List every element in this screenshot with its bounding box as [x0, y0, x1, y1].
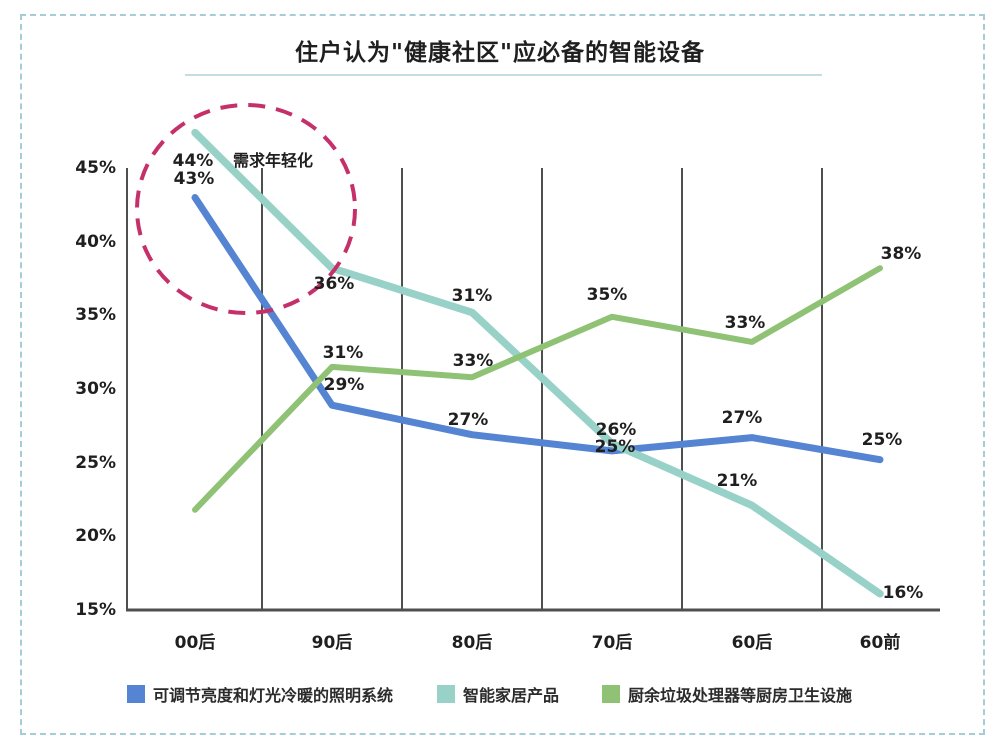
legend-item-smart-home: 智能家居产品: [437, 684, 560, 705]
annotation-ellipse: [135, 103, 357, 315]
y-tick-label: 15%: [75, 600, 116, 620]
data-label: 25%: [594, 436, 636, 457]
y-tick-label: 40%: [75, 231, 116, 252]
legend-item-kitchen: 厨余垃圾处理器等厨房卫生设施: [602, 684, 853, 705]
data-label: 25%: [861, 429, 903, 450]
data-label: 29%: [323, 375, 365, 396]
x-tick-label: 60前: [859, 633, 901, 653]
data-label: 44%: [172, 150, 214, 171]
series-line-1: [191, 128, 884, 598]
x-tick-label: 60后: [731, 633, 773, 653]
data-label: 33%: [724, 312, 766, 333]
annotation-text: 需求年轻化: [233, 151, 314, 170]
data-label: 35%: [586, 284, 628, 305]
y-tick-label: 45%: [75, 158, 116, 178]
data-label: 38%: [880, 244, 922, 265]
legend-item-lighting: 可调节亮度和灯光冷暖的照明系统: [127, 684, 394, 705]
data-label: 31%: [322, 342, 364, 363]
legend-swatch-blue: [127, 685, 145, 703]
series-line-2: [192, 265, 883, 513]
title-underline: [185, 74, 822, 76]
x-tick-label: 00后: [174, 633, 216, 653]
data-label: 27%: [721, 407, 763, 428]
y-tick-label: 20%: [75, 526, 116, 547]
legend: 可调节亮度和灯光冷暖的照明系统 智能家居产品 厨余垃圾处理器等厨房卫生设施: [0, 684, 1000, 705]
x-tick-label: 80后: [451, 633, 493, 653]
legend-swatch-green: [602, 685, 620, 703]
data-label: 26%: [595, 419, 637, 440]
data-label: 31%: [451, 286, 493, 307]
chart-title: 住户认为"健康社区"应必备的智能设备: [295, 40, 705, 66]
legend-label-smart-home: 智能家居产品: [463, 686, 560, 705]
y-tick-label: 25%: [75, 452, 116, 473]
series-line-0: [191, 194, 884, 464]
data-label: 21%: [716, 471, 758, 492]
y-tick-label: 35%: [75, 305, 116, 326]
x-tick-label: 90后: [311, 633, 353, 653]
dashed-frame-border: [20, 14, 985, 735]
x-tick-label: 70后: [591, 633, 633, 653]
data-label: 43%: [173, 169, 215, 190]
data-label: 27%: [447, 409, 489, 430]
legend-label-kitchen: 厨余垃圾处理器等厨房卫生设施: [628, 686, 853, 705]
legend-label-lighting: 可调节亮度和灯光冷暖的照明系统: [153, 686, 394, 705]
data-label: 36%: [313, 274, 355, 295]
data-label: 33%: [452, 351, 494, 372]
y-tick-label: 30%: [75, 379, 116, 399]
data-label: 16%: [882, 582, 924, 603]
legend-swatch-teal: [437, 685, 455, 703]
